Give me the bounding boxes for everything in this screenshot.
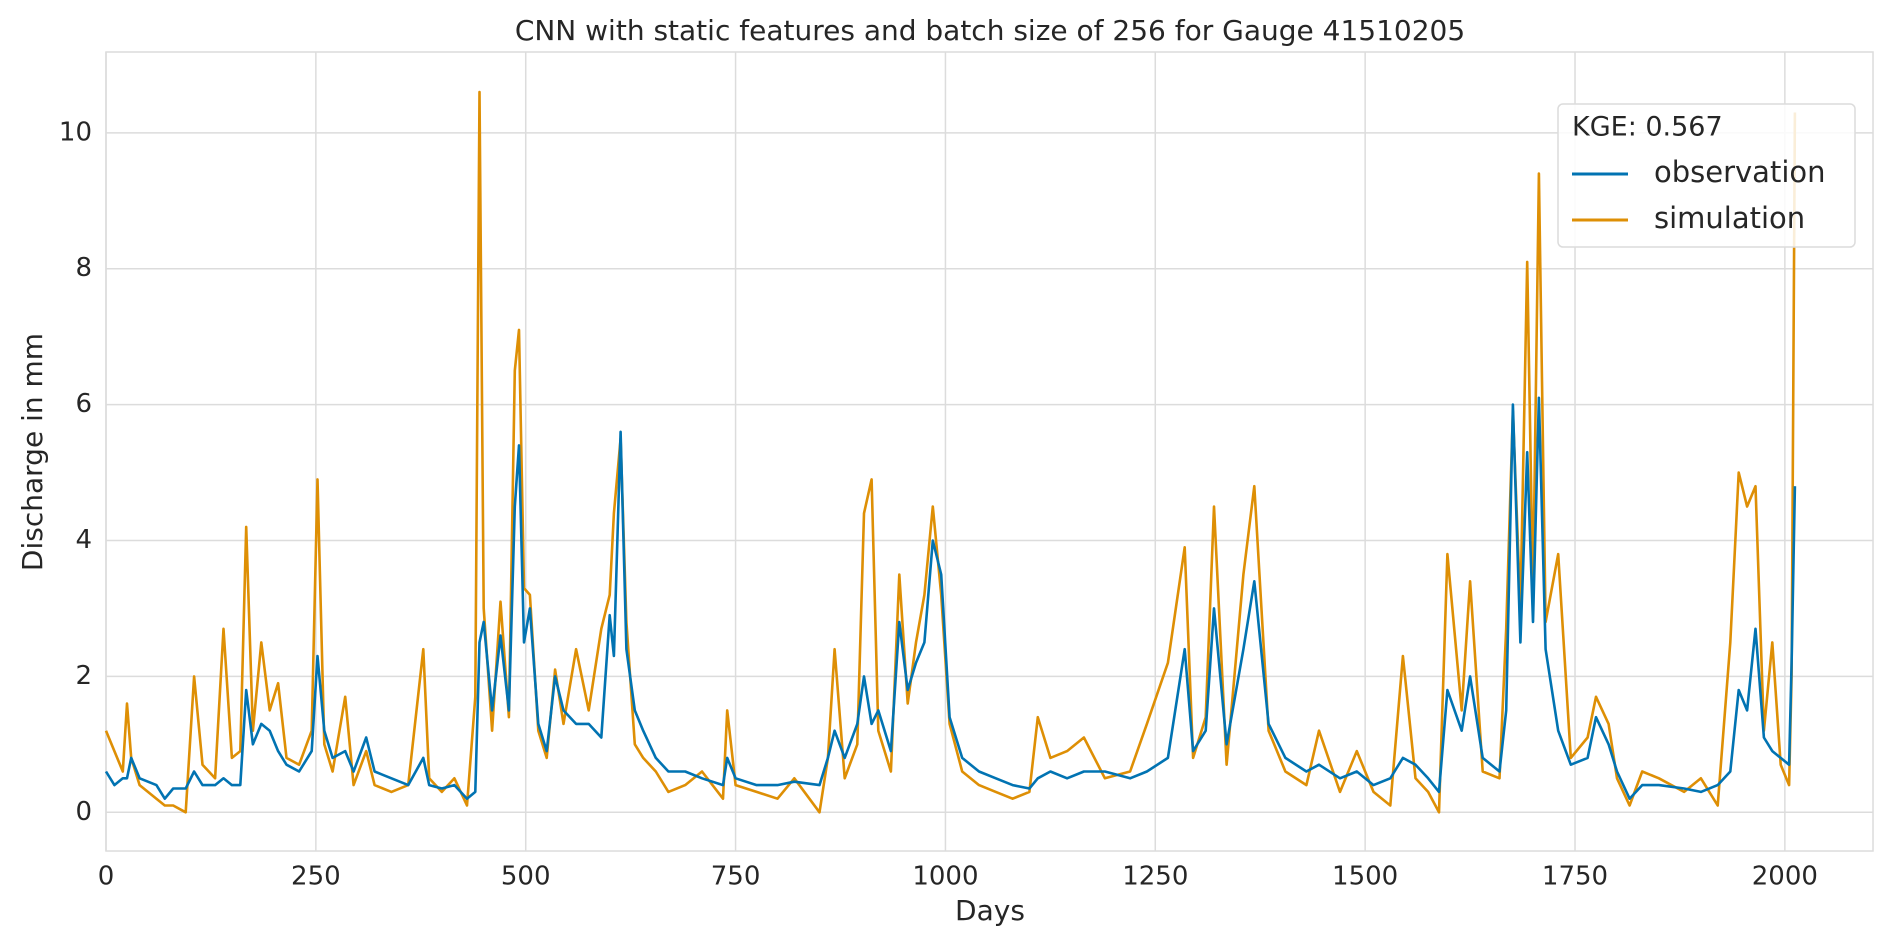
x-tick-label: 1750: [1542, 862, 1608, 892]
plot-border: [105, 51, 1874, 852]
x-tick-label: 1500: [1332, 862, 1398, 892]
legend-title: KGE: 0.567: [1572, 112, 1723, 143]
x-tick-label: 500: [501, 862, 551, 892]
legend-label: observation: [1654, 155, 1826, 189]
y-tick-label: 6: [75, 389, 92, 419]
data-line: [104, 90, 1797, 814]
y-tick-label: 10: [59, 117, 92, 147]
y-tick-label: 4: [75, 525, 92, 555]
x-tick-label: 250: [291, 862, 341, 892]
y-tick-label: 2: [75, 661, 92, 691]
chart-title: CNN with static features and batch size …: [515, 14, 1465, 47]
x-axis-label: Days: [955, 894, 1025, 927]
x-tick-label: 2000: [1752, 862, 1818, 892]
y-tick-label: 0: [75, 797, 92, 827]
y-tick-label: 8: [75, 253, 92, 283]
x-tick-label: 1250: [1122, 862, 1188, 892]
x-tick-label: 750: [711, 862, 761, 892]
y-axis-label: Discharge in mm: [16, 333, 49, 571]
data-line: [104, 396, 1797, 800]
x-tick-label: 0: [98, 862, 115, 892]
legend-box: [1557, 103, 1856, 248]
x-tick-label: 1000: [912, 862, 978, 892]
legend: KGE: 0.567 observation simulation: [1557, 103, 1856, 248]
legend-label: simulation: [1654, 201, 1805, 235]
